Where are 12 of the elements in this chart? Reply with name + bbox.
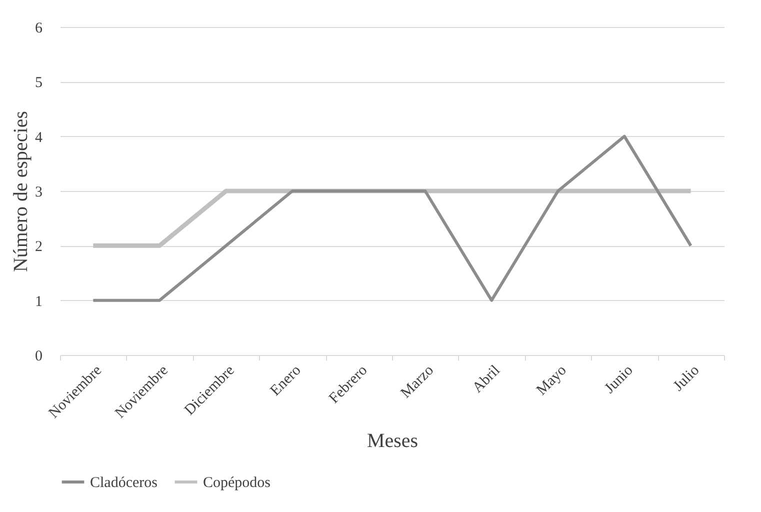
- y-tick-label: 0: [35, 348, 42, 364]
- x-axis-title: Meses: [366, 430, 418, 452]
- y-tick-label: 4: [35, 130, 43, 146]
- y-axis-title: Número de especies: [10, 110, 32, 272]
- y-tick-label: 1: [35, 294, 42, 310]
- y-tick-label: 2: [35, 239, 42, 256]
- legend-label: Cladóceros: [90, 475, 158, 491]
- y-tick-label: 6: [35, 20, 43, 36]
- y-tick-label: 5: [35, 75, 42, 92]
- y-tick-label: 3: [35, 184, 42, 200]
- legend-label: Copépodos: [203, 475, 271, 491]
- x-tick-label: Julio: [670, 362, 703, 394]
